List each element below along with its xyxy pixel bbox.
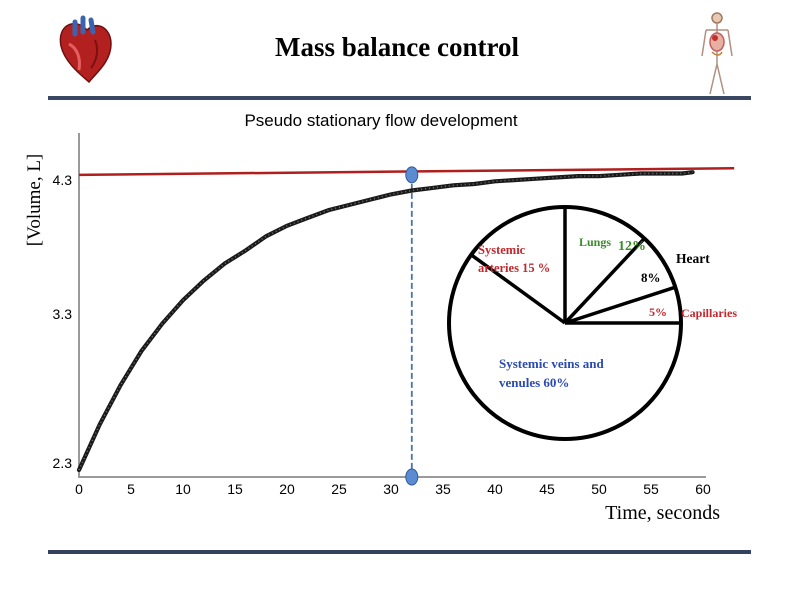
volume-curve-texture (78, 171, 693, 471)
pie-pct-lungs: 12% (618, 239, 646, 254)
slide-title: Mass balance control (275, 32, 519, 62)
y-tick-label: 2.3 (53, 455, 73, 471)
x-tick-label: 50 (591, 481, 607, 497)
y-axis-label: [Volume, L] (24, 154, 45, 247)
x-tick-label: 60 (695, 481, 711, 497)
x-axis-label: Time, seconds (605, 502, 720, 524)
x-tick-label: 25 (331, 481, 347, 497)
pie-label-capillaries: Capillaries (681, 306, 737, 320)
pie-slice-boundary (564, 285, 676, 325)
pie-pct-capillaries: 5% (649, 305, 667, 319)
marker-bottom-point (405, 468, 419, 486)
y-tick-label: 3.3 (53, 306, 73, 322)
x-tick-label: 30 (383, 481, 399, 497)
bottom-rule (48, 550, 751, 554)
top-rule (48, 96, 751, 100)
x-tick-label: 40 (487, 481, 503, 497)
pie-slice-boundary (470, 253, 567, 325)
x-tick-label: 5 (127, 481, 135, 497)
x-tick-label: 15 (227, 481, 243, 497)
x-tick-labels: 0 5 10 15 20 25 30 35 40 45 50 55 60 (75, 481, 711, 497)
y-tick-label: 4.3 (53, 172, 73, 188)
x-tick-label: 0 (75, 481, 83, 497)
human-anatomy-icon (701, 12, 733, 95)
pie-label-systemic-veins: Systemic veins and venules 60% (499, 356, 607, 390)
pie-label-systemic-arteries: Systemic arteries 15 % (478, 243, 550, 275)
x-tick-label: 20 (279, 481, 295, 497)
heart-icon (59, 15, 112, 84)
pie-slice-boundary (563, 237, 646, 325)
x-tick-label: 10 (175, 481, 191, 497)
pie-label-lungs: Lungs (579, 235, 611, 249)
x-tick-label: 55 (643, 481, 659, 497)
chart-subtitle: Pseudo stationary flow development (244, 111, 517, 130)
pie-label-heart: Heart (676, 251, 710, 266)
y-tick-labels: 2.3 3.3 4.3 (53, 172, 73, 471)
x-tick-label: 45 (539, 481, 555, 497)
pie-pct-heart: 8% (641, 270, 661, 285)
marker-top-point (405, 166, 419, 184)
blood-distribution-pie: Systemic arteries 15 % Lungs 12% Heart 8… (447, 205, 737, 441)
x-tick-label: 35 (435, 481, 451, 497)
